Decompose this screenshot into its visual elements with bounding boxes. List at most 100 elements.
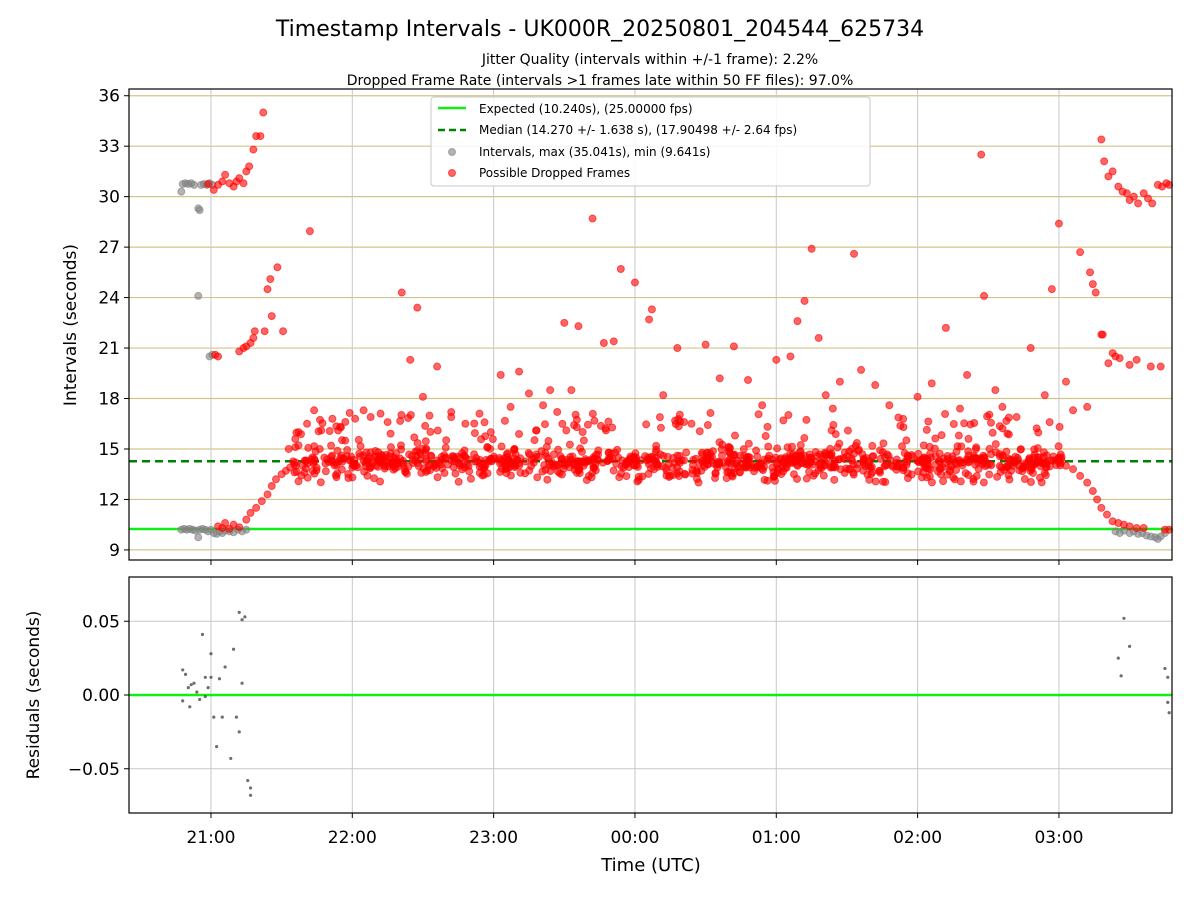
residual-point — [1163, 666, 1167, 671]
dropped-frame-point — [1088, 280, 1097, 289]
dropped-frame-point — [655, 413, 664, 422]
dropped-frame-point — [972, 443, 981, 452]
dropped-frame-point — [396, 416, 405, 425]
dropped-frame-point — [359, 406, 368, 415]
dropped-frame-point — [1025, 454, 1034, 463]
dropped-frame-point — [706, 409, 715, 418]
dropped-frame-point — [1156, 362, 1165, 371]
dropped-frame-point — [753, 452, 762, 461]
dropped-frame-point — [675, 467, 684, 476]
dropped-frame-point — [831, 463, 840, 472]
dropped-frame-point — [1020, 475, 1029, 484]
intervals-ytick-label: 9 — [109, 541, 120, 561]
residual-point — [189, 683, 193, 687]
dropped-frame-point — [500, 416, 509, 425]
dropped-frame-point — [376, 477, 385, 486]
dropped-frame-point — [986, 418, 995, 427]
dropped-frame-point — [1069, 465, 1078, 474]
dropped-frame-point — [256, 132, 265, 141]
dropped-frame-point — [442, 436, 451, 445]
dropped-frame-point — [587, 473, 596, 482]
residual-point — [215, 745, 219, 749]
residual-point — [220, 715, 224, 719]
intervals-ytick-label: 30 — [98, 188, 120, 208]
dropped-frame-point — [421, 437, 430, 446]
dropped-frame-point — [844, 465, 853, 474]
dropped-frame-point — [857, 365, 866, 374]
dropped-frame-point — [574, 322, 583, 331]
dropped-frame-point — [1003, 462, 1012, 471]
dropped-frame-point — [729, 468, 738, 477]
interval-point — [195, 206, 204, 215]
dropped-frame-point — [366, 448, 375, 457]
dropped-frame-point — [821, 391, 830, 400]
intervals-ytick-label: 15 — [98, 440, 120, 460]
dropped-frame-point — [483, 469, 492, 478]
dropped-frame-point — [647, 305, 656, 314]
dropped-frame-point — [964, 434, 973, 443]
dropped-frame-point — [760, 455, 769, 464]
dropped-frame-point — [460, 451, 469, 460]
dropped-frame-point — [933, 467, 942, 476]
interval-point — [194, 291, 203, 300]
residuals-x-axis: 21:00 22:00 23:00 00:00 01:00 02:00 03:00 — [186, 813, 1083, 848]
dropped-frame-point — [344, 469, 353, 478]
dropped-frame-point — [249, 333, 258, 342]
dropped-frame-point — [993, 472, 1002, 481]
dropped-frame-point — [724, 443, 733, 452]
dropped-frame-point — [830, 475, 839, 484]
dropped-frame-point — [1016, 445, 1025, 454]
dropped-frame-point — [972, 472, 981, 481]
dropped-frame-point — [325, 427, 334, 436]
dropped-frame-point — [497, 442, 506, 451]
dropped-frame-point — [1004, 471, 1013, 480]
dropped-frame-point — [549, 450, 558, 459]
dropped-frame-point — [1069, 406, 1078, 415]
dropped-frame-point — [1026, 466, 1035, 475]
dropped-frame-point — [881, 461, 890, 470]
dropped-frame-point — [668, 463, 677, 472]
dropped-frame-point — [470, 419, 479, 428]
intervals-ytick-label: 33 — [98, 137, 120, 157]
dropped-frame-point — [764, 442, 773, 451]
dropped-frame-point — [903, 474, 912, 483]
dropped-frame-point — [486, 444, 495, 453]
dropped-frame-point — [345, 408, 354, 417]
dropped-frame-point — [723, 456, 732, 465]
dropped-frame-point — [633, 462, 642, 471]
dropped-frame-point — [907, 451, 916, 460]
dropped-frame-point — [588, 214, 597, 223]
dropped-frame-point — [956, 404, 965, 413]
interval-point — [194, 533, 203, 542]
dropped-frame-point — [1091, 288, 1100, 297]
legend-intervals-label: Intervals, max (35.041s), min (9.641s) — [479, 145, 710, 159]
dropped-frame-point — [235, 523, 244, 532]
x-tick-label: 23:00 — [469, 828, 518, 848]
dropped-frame-point — [1132, 355, 1141, 364]
legend-box — [430, 96, 871, 187]
legend-median-label: Median (14.270 +/- 1.638 s), (17.90498 +… — [479, 123, 797, 137]
dropped-frame-point — [418, 392, 427, 401]
dropped-frame-point — [332, 460, 341, 469]
dropped-frame-point — [336, 422, 345, 431]
dropped-frame-point — [557, 455, 566, 464]
dropped-frame-point — [1104, 172, 1113, 181]
intervals-ytick-label: 18 — [98, 390, 120, 410]
dropped-frame-point — [458, 465, 467, 474]
dropped-frame-point — [304, 443, 313, 452]
dropped-frame-point — [1012, 413, 1021, 422]
dropped-frame-point — [337, 465, 346, 474]
dropped-frame-point — [930, 444, 939, 453]
dropped-frame-point — [754, 461, 763, 470]
dropped-frame-point — [991, 440, 1000, 449]
interval-point — [190, 180, 199, 189]
intervals-ytick-label: 24 — [98, 289, 120, 309]
legend-intervals-swatch — [448, 148, 456, 156]
dropped-frame-point — [235, 174, 244, 183]
dropped-frame-point — [433, 362, 442, 371]
dropped-frame-point — [524, 389, 533, 398]
dropped-frame-point — [773, 444, 782, 453]
dropped-frame-point — [688, 466, 697, 475]
dropped-frame-point — [1076, 471, 1085, 480]
dropped-frame-point — [1104, 359, 1113, 368]
